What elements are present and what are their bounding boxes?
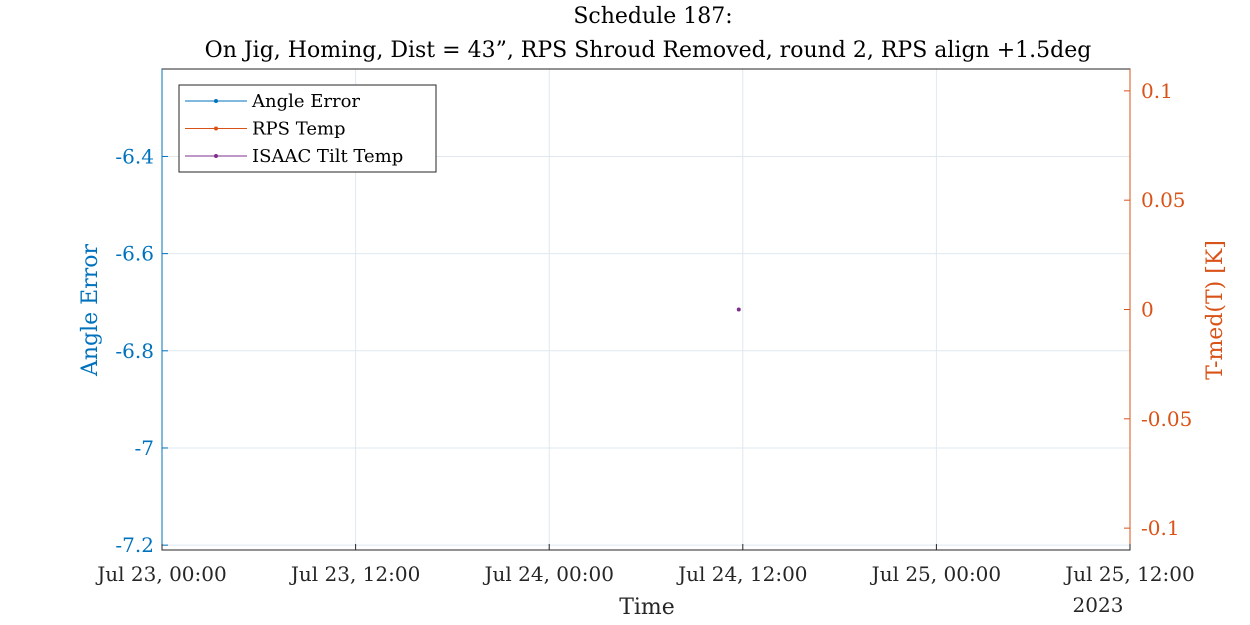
x-axis-year-label: 2023: [1073, 593, 1124, 617]
x-tick-label: Jul 24, 00:00: [482, 562, 613, 586]
legend-label: ISAAC Tilt Temp: [252, 146, 403, 167]
x-axis-label: Time: [619, 595, 675, 620]
right-tick-label: 0.05: [1141, 188, 1186, 212]
right-axis: 0.1 0.05 0 -0.05 -0.1: [1124, 69, 1192, 550]
right-axis-label: T-med(T) [K]: [1203, 240, 1228, 380]
right-tick-label: 0.1: [1141, 79, 1173, 103]
legend-marker: [214, 126, 218, 131]
left-tick-label: -7.2: [115, 533, 154, 557]
legend-marker: [214, 154, 218, 158]
chart-title-group: Schedule 187: On Jig, Homing, Dist = 43”…: [205, 4, 1092, 63]
x-tick-label: Jul 24, 12:00: [676, 562, 807, 586]
legend-label: Angle Error: [251, 91, 360, 112]
left-tick-label: -7: [135, 436, 154, 460]
x-tick-label: Jul 25, 12:00: [1063, 562, 1194, 586]
x-tick-label: Jul 25, 00:00: [870, 562, 1001, 586]
chart-title: Schedule 187:: [573, 4, 732, 29]
right-tick-label: -0.05: [1141, 407, 1192, 431]
legend: Angle Error RPS Temp ISAAC Tilt Temp: [178, 84, 437, 173]
x-axis: Jul 23, 00:00 Jul 23, 12:00 Jul 24, 00:00 J…: [95, 544, 1195, 586]
data-point: [736, 307, 741, 312]
left-tick-label: -6.6: [115, 242, 154, 266]
left-tick-label: -6.4: [115, 144, 154, 168]
legend-marker: [214, 99, 218, 103]
left-tick-label: -6.8: [115, 339, 154, 363]
x-tick-label: Jul 23, 00:00: [95, 562, 226, 586]
right-tick-label: 0: [1141, 298, 1154, 322]
chart-subtitle: On Jig, Homing, Dist = 43”, RPS Shroud R…: [205, 38, 1092, 63]
legend-label: RPS Temp: [252, 119, 346, 140]
left-axis: -6.4 -6.6 -6.8 -7 -7.2: [115, 69, 168, 557]
x-tick-label: Jul 23, 12:00: [289, 562, 420, 586]
data-marks: [736, 307, 741, 312]
right-tick-label: -0.1: [1141, 516, 1180, 540]
left-axis-label: Angle Error: [78, 243, 103, 377]
